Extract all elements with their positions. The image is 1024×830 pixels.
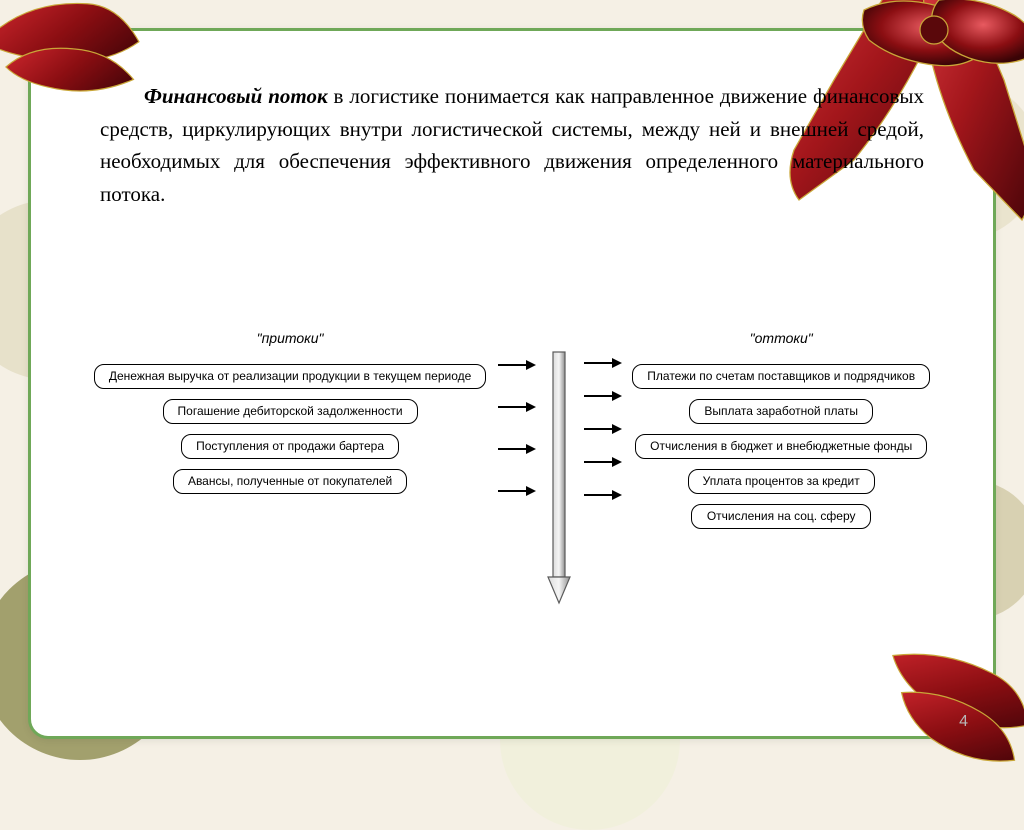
outflows-column: "оттоки" Платежи по счетам поставщиков и… xyxy=(632,330,930,529)
cashflow-diagram: "притоки" Денежная выручка от реализации… xyxy=(0,330,1024,605)
inflow-arrows-column xyxy=(496,330,536,498)
content-area: Финансовый поток в логистике понимается … xyxy=(100,80,924,210)
inflow-box: Авансы, полученные от покупателей xyxy=(173,469,407,494)
arrow-right-icon xyxy=(496,484,536,498)
outflow-box: Платежи по счетам поставщиков и подрядчи… xyxy=(632,364,930,389)
arrow-right-icon xyxy=(496,442,536,456)
outflow-box: Выплата заработной платы xyxy=(689,399,873,424)
inflow-box: Погашение дебиторской задолженности xyxy=(163,399,418,424)
arrow-right-icon xyxy=(582,389,622,403)
outflows-header: "оттоки" xyxy=(750,330,813,346)
arrow-right-icon xyxy=(582,356,622,370)
outflow-box: Отчисления на соц. сферу xyxy=(691,504,871,529)
outflow-box: Отчисления в бюджет и внебюджетные фонды xyxy=(635,434,927,459)
inflows-column: "притоки" Денежная выручка от реализации… xyxy=(94,330,486,494)
definition-paragraph: Финансовый поток в логистике понимается … xyxy=(100,80,924,210)
down-arrow-icon xyxy=(546,350,572,605)
arrow-right-icon xyxy=(496,358,536,372)
center-flow-column xyxy=(546,330,572,605)
arrow-right-icon xyxy=(582,422,622,436)
ribbon-decoration-bottom-right xyxy=(852,623,1024,802)
inflow-box: Поступления от продажи бартера xyxy=(181,434,399,459)
inflows-header: "притоки" xyxy=(257,330,324,346)
outflow-arrows-column xyxy=(582,330,622,502)
outflow-box: Уплата процентов за кредит xyxy=(688,469,875,494)
arrow-right-icon xyxy=(582,488,622,502)
term: Финансовый поток xyxy=(144,84,328,108)
inflow-box: Денежная выручка от реализации продукции… xyxy=(94,364,486,389)
arrow-right-icon xyxy=(582,455,622,469)
arrow-right-icon xyxy=(496,400,536,414)
page-number: 4 xyxy=(959,713,968,731)
